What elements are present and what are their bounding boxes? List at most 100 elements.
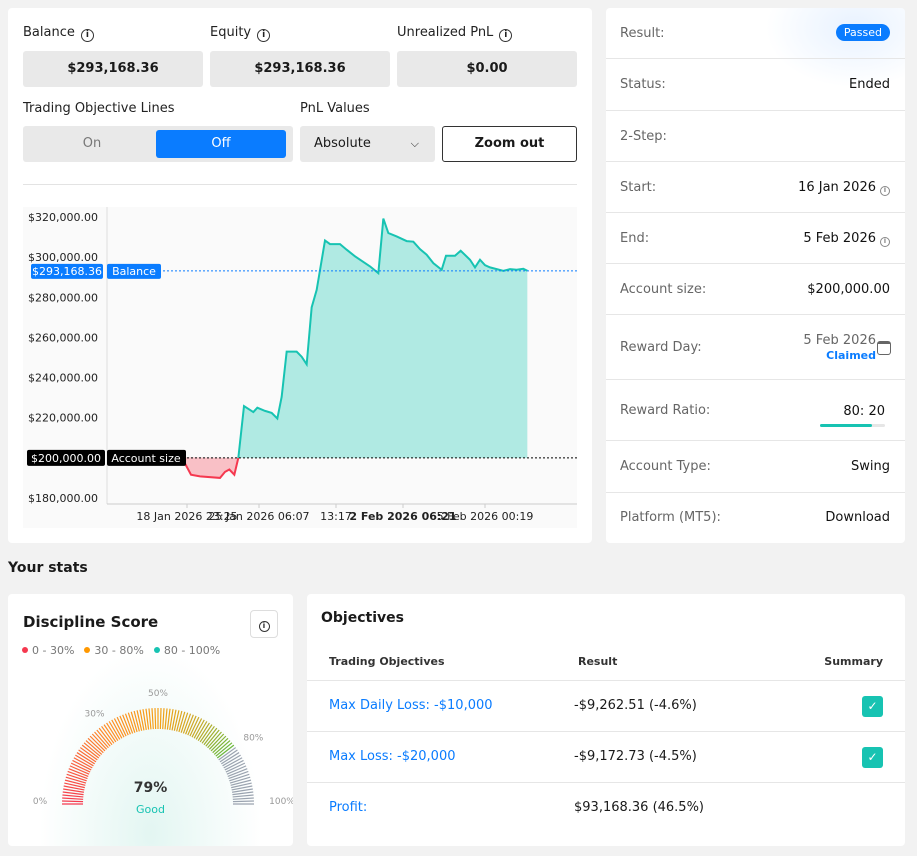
- detail-value: Ended: [849, 77, 890, 92]
- gauge-tick: [227, 768, 248, 777]
- gauge-tick: [229, 776, 251, 784]
- gauge-tick: [122, 714, 131, 735]
- objective-name[interactable]: Max Loss: -$20,000: [329, 749, 456, 764]
- detail-row: End: 5 Feb 2026 i: [606, 213, 905, 264]
- date-value: 5 Feb 2026: [803, 231, 876, 246]
- gauge-tick: [62, 800, 84, 803]
- info-icon[interactable]: i: [80, 29, 94, 42]
- gauge-tick: [178, 711, 186, 733]
- account-size-label: Account size: [111, 452, 180, 465]
- info-icon[interactable]: i: [257, 29, 271, 42]
- divider: [23, 184, 577, 185]
- calendar-icon[interactable]: [877, 341, 891, 355]
- gauge-tick: [63, 785, 85, 791]
- balance-tag: [107, 263, 161, 279]
- gauge-label: 100%: [269, 797, 293, 807]
- objective-result: $93,168.36 (46.5%): [574, 800, 705, 815]
- discipline-gauge: 0% 30% 50% 80% 100%: [33, 689, 293, 807]
- gauge-tick: [166, 708, 171, 730]
- gauge-tick: [130, 711, 138, 733]
- gauge-tick: [232, 791, 254, 796]
- gauge-tick: [148, 708, 152, 730]
- objective-lines-toggle[interactable]: On Off: [23, 126, 293, 162]
- gauge-tick: [159, 708, 162, 730]
- gauge-tick: [136, 710, 143, 731]
- zoom-out-button[interactable]: Zoom out: [442, 126, 577, 162]
- objective-lines-label: Trading Objective Lines: [23, 101, 175, 116]
- detail-row: Platform (MT5): Download: [606, 493, 905, 543]
- toggle-off[interactable]: Off: [156, 130, 286, 158]
- equity-value: $293,168.36: [210, 51, 390, 87]
- date-value: 16 Jan 2026: [798, 180, 876, 195]
- objective-name[interactable]: Max Daily Loss: -$10,000: [329, 698, 493, 713]
- gauge-label: 0%: [33, 797, 48, 807]
- gauge-tick: [70, 762, 91, 773]
- gauge-tick: [98, 727, 113, 746]
- gauge-tick: [75, 754, 94, 767]
- gauge-tick: [207, 731, 222, 749]
- legend-dot: [153, 647, 160, 653]
- pnl-values-label: PnL Values: [300, 101, 370, 116]
- gauge-tick: [201, 725, 215, 744]
- objectives-card: Objectives Trading Objectives Result Sum…: [307, 594, 905, 846]
- stats-title: Your stats: [8, 560, 88, 576]
- objective-name[interactable]: Profit:: [329, 800, 368, 815]
- gauge-tick: [221, 752, 240, 765]
- info-icon[interactable]: i: [499, 29, 513, 42]
- gauge-tick: [228, 770, 249, 780]
- gauge-tick: [62, 791, 84, 796]
- legend-label: 30 - 80%: [94, 644, 144, 657]
- check-icon: ✓: [862, 696, 883, 717]
- gauge-tick: [111, 719, 123, 739]
- gauge-tick: [226, 765, 247, 775]
- detail-value: Swing: [851, 459, 890, 474]
- gauge-label: 30%: [85, 710, 105, 720]
- gain-line: [237, 218, 528, 458]
- gauge-tick: [230, 779, 252, 786]
- y-tick-label: $240,000.00: [28, 372, 98, 385]
- info-icon[interactable]: i: [880, 237, 890, 247]
- reward-day-value: 5 Feb 2026: [803, 333, 876, 348]
- gauge-tick: [199, 724, 213, 743]
- pnl-values-select[interactable]: Absolute ⌵: [300, 126, 435, 162]
- gauge-tick: [91, 733, 108, 750]
- detail-key: End:: [620, 231, 650, 246]
- detail-value: $200,000.00: [807, 282, 890, 297]
- detail-key: Result:: [620, 26, 665, 41]
- y-tick-label: $320,000.00: [28, 211, 98, 224]
- gauge-tick: [232, 800, 254, 803]
- gauge-tick: [218, 747, 237, 761]
- gauge-tick: [66, 773, 87, 782]
- legend-item: 80 - 100%: [153, 644, 220, 657]
- detail-key: Reward Ratio:: [620, 403, 711, 418]
- account-size-tag: [107, 449, 186, 466]
- x-tick-label: 2 Feb 2026 06:21: [349, 510, 456, 523]
- balance-chart[interactable]: $320,000.00 $300,000.00 $280,000.00 $260,00…: [23, 207, 577, 528]
- score-value: 79%: [133, 780, 168, 796]
- gauge-tick: [139, 709, 145, 731]
- info-icon[interactable]: i: [880, 186, 890, 196]
- x-tick-label: 13:17: [320, 510, 352, 523]
- detail-key: Account Type:: [620, 459, 711, 474]
- gauge-tick: [154, 708, 157, 730]
- info-button[interactable]: i: [250, 610, 278, 638]
- gauge-tick: [83, 742, 101, 757]
- gauge-tick: [212, 737, 229, 754]
- toggle-on[interactable]: On: [82, 136, 102, 151]
- gauge-tick: [231, 782, 252, 789]
- gauge-tick: [78, 749, 97, 763]
- reward-ratio-bar: [820, 424, 885, 427]
- gauge-tick: [81, 744, 100, 759]
- gauge-tick: [113, 718, 125, 738]
- gauge-tick: [89, 735, 106, 752]
- gauge-tick: [210, 735, 227, 752]
- download-link[interactable]: Download: [825, 510, 890, 525]
- gauge-tick: [208, 733, 225, 750]
- gauge-tick: [223, 757, 243, 769]
- header-objectives: Trading Objectives: [329, 655, 445, 668]
- header-result: Result: [578, 655, 618, 668]
- gauge-tick: [64, 779, 86, 786]
- objective-row: Profit: $93,168.36 (46.5%): [307, 782, 905, 834]
- gauge-tick: [65, 776, 87, 784]
- gauge-tick: [67, 770, 88, 780]
